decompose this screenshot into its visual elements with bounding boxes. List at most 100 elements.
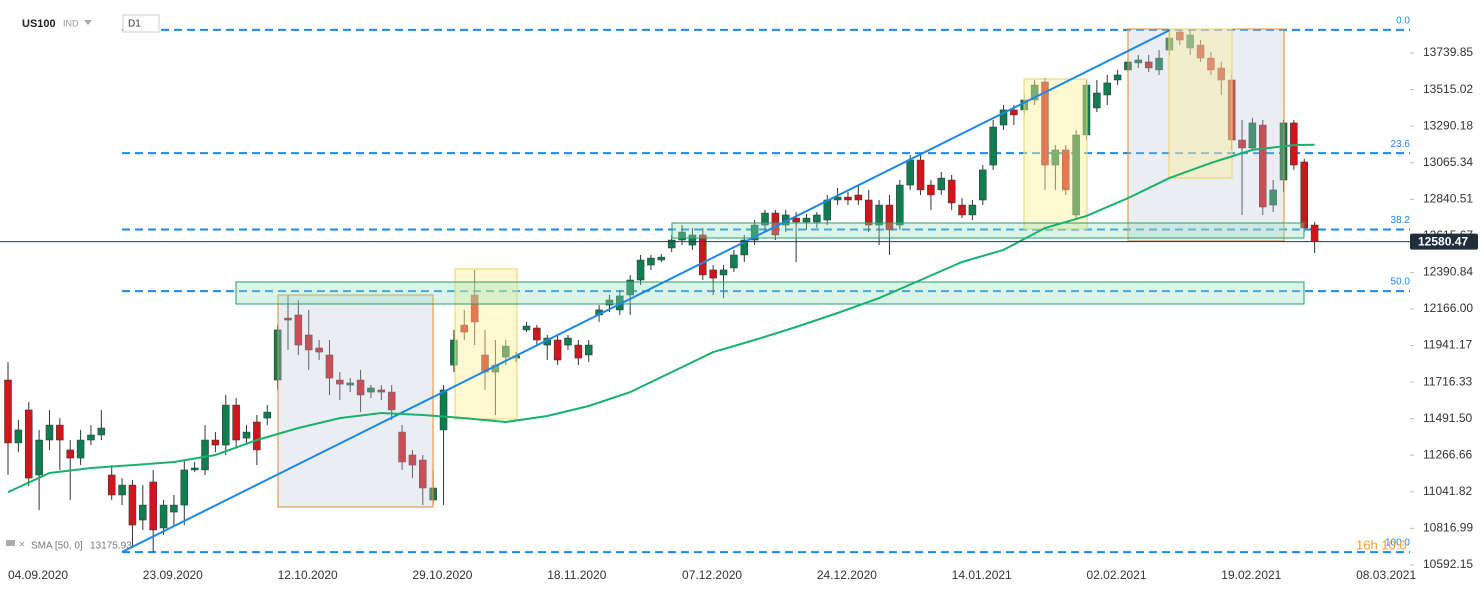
candle-body xyxy=(211,439,220,446)
y-tick-label: 11716.33 xyxy=(1423,374,1472,388)
x-tick-label: 04.09.2020 xyxy=(8,568,68,582)
candle-body xyxy=(14,429,23,444)
candle-body xyxy=(1051,149,1060,166)
y-tick-label: 13515.02 xyxy=(1423,82,1473,96)
candle-body xyxy=(864,199,873,226)
candle-body xyxy=(460,324,469,333)
candle-body xyxy=(1061,149,1070,191)
candle-body xyxy=(647,257,655,266)
candle-body xyxy=(387,391,396,411)
fib-label: 38.2 xyxy=(1391,215,1411,226)
candle-body xyxy=(947,179,956,204)
candle-body xyxy=(367,387,375,393)
x-tick-label: 07.12.2020 xyxy=(682,568,742,582)
candle-body xyxy=(989,126,997,166)
symbol: US100 xyxy=(22,18,56,30)
candle-body xyxy=(605,299,614,306)
y-tick-label: 12840.51 xyxy=(1423,191,1473,205)
candle-body xyxy=(222,404,230,446)
x-tick-label: 29.10.2020 xyxy=(412,568,472,582)
candle-body xyxy=(180,469,189,506)
candle-body xyxy=(958,204,966,216)
candle-body xyxy=(1144,61,1153,69)
candle-body xyxy=(294,314,303,346)
candle-body xyxy=(636,259,645,281)
candle-body xyxy=(1196,44,1205,59)
candle-body xyxy=(232,404,240,441)
candle-body xyxy=(1269,189,1277,206)
y-tick-label: 13739.85 xyxy=(1423,45,1473,59)
candle-body xyxy=(1207,57,1215,71)
candle-body xyxy=(1300,161,1308,229)
candle-body xyxy=(657,256,666,261)
candle-body xyxy=(719,269,728,276)
x-tick-label: 23.09.2020 xyxy=(143,568,203,582)
candle-body xyxy=(533,327,541,341)
candle-body xyxy=(574,344,583,359)
candle-body xyxy=(284,317,292,321)
support-zone xyxy=(671,222,1305,239)
candle-body xyxy=(263,411,271,419)
indicator-value: 13175.93 xyxy=(90,541,132,552)
candle-body xyxy=(688,234,697,246)
candle-body xyxy=(107,474,116,496)
y-tick-label: 10816.99 xyxy=(1423,520,1473,534)
indicator-icon[interactable] xyxy=(6,540,15,546)
x-tick-label: 18.11.2020 xyxy=(547,568,606,582)
candle-body xyxy=(1238,139,1246,149)
candle-body xyxy=(118,484,126,496)
candle-body xyxy=(1030,84,1039,101)
candle-body xyxy=(470,294,479,323)
y-tick-label: 11266.66 xyxy=(1423,447,1472,461)
candle-body xyxy=(45,424,54,441)
y-tick-label: 12166.00 xyxy=(1423,301,1473,315)
support-zone xyxy=(235,281,1305,305)
indicator-close[interactable]: × xyxy=(19,540,25,551)
candle-body xyxy=(170,504,178,513)
candle-body xyxy=(667,239,676,249)
candle-body xyxy=(1186,34,1194,49)
candle-body xyxy=(584,344,593,356)
fib-label: 50.0 xyxy=(1391,277,1411,288)
dropdown-arrow[interactable] xyxy=(84,20,92,25)
candle-body xyxy=(1259,124,1267,208)
candle-body xyxy=(802,217,811,223)
range-box xyxy=(1127,28,1285,242)
interval-box[interactable] xyxy=(122,14,160,33)
candle-body xyxy=(346,382,354,386)
last-price-label: 12580.47 xyxy=(1418,235,1468,249)
x-tick-label: 24.12.2020 xyxy=(817,568,877,582)
candle-body xyxy=(937,177,946,191)
candle-body xyxy=(730,254,738,269)
interval[interactable]: D1 xyxy=(128,19,141,30)
candle-body xyxy=(398,431,406,463)
candle-body xyxy=(1310,224,1319,242)
candle-body xyxy=(968,204,977,216)
y-tick-label: 11941.17 xyxy=(1423,338,1472,352)
y-tick-label: 11041.82 xyxy=(1423,484,1472,498)
range-box xyxy=(277,294,434,508)
fib-label: 0.0 xyxy=(1396,16,1410,27)
candle-body xyxy=(844,196,852,201)
candle-body xyxy=(896,184,904,226)
candle-body xyxy=(678,231,686,241)
candle-body xyxy=(709,269,717,279)
candle-body xyxy=(1217,67,1226,81)
candle-body xyxy=(792,217,800,223)
candle-body xyxy=(4,379,12,444)
candle-body xyxy=(1176,31,1184,41)
candle-body xyxy=(906,159,914,186)
candle-body xyxy=(1113,74,1122,81)
candle-body xyxy=(356,379,365,396)
candle-body xyxy=(439,389,448,431)
candle-body xyxy=(325,354,334,379)
candle-body xyxy=(76,439,85,459)
last-price-box xyxy=(1410,233,1478,250)
candle-body xyxy=(564,337,572,346)
drawings xyxy=(121,28,1305,553)
highlight-box xyxy=(454,268,518,420)
x-tick-label: 12.10.2020 xyxy=(278,568,338,582)
highlight-box xyxy=(1023,78,1088,230)
candle-body xyxy=(885,204,894,231)
candle-body xyxy=(35,439,43,476)
